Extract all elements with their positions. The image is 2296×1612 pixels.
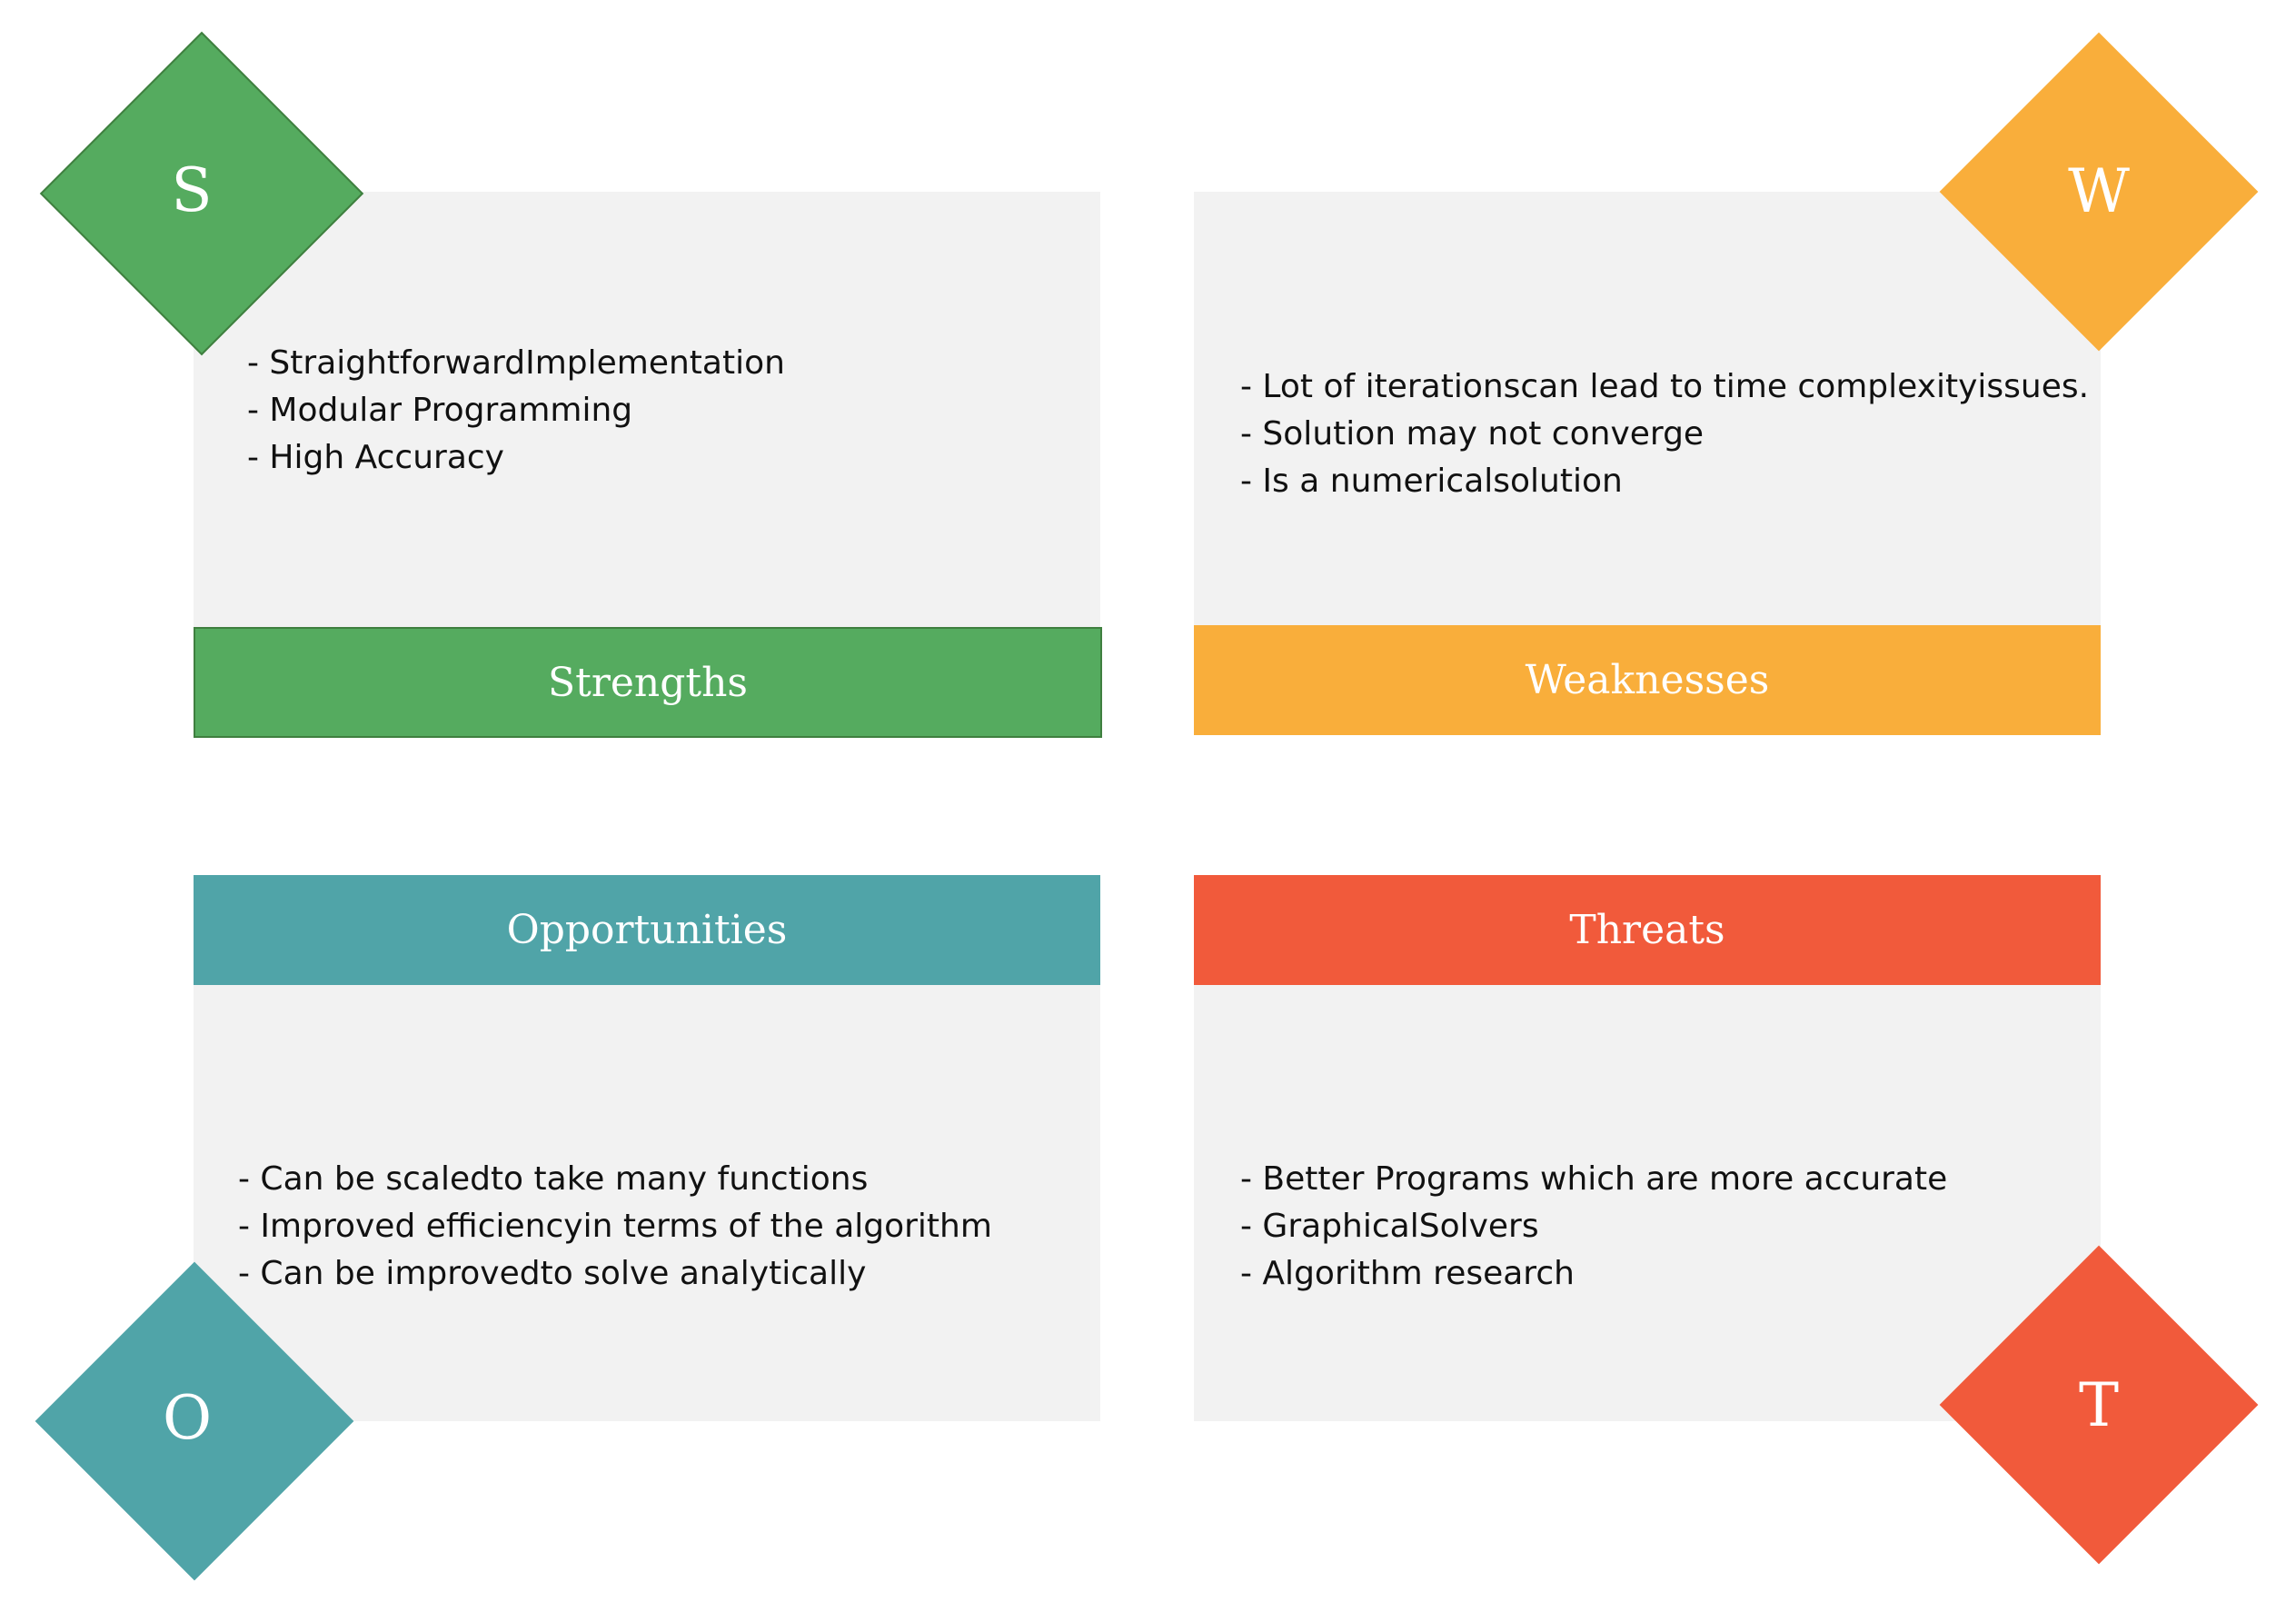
list-item: - Lot of iterationscan lead to time comp… xyxy=(1240,368,2090,405)
threats-card xyxy=(1194,985,2101,1421)
list-item: - Algorithm research xyxy=(1240,1255,1575,1292)
weaknesses-card xyxy=(1194,192,2101,628)
weaknesses-letter: W xyxy=(2068,155,2130,226)
threats-letter: T xyxy=(2078,1369,2120,1440)
list-item: - Improved efficiencyin terms of the alg… xyxy=(238,1208,992,1245)
opportunities-title-bar: Opportunities xyxy=(194,875,1100,985)
strengths-letter: S xyxy=(171,154,213,225)
list-item: - Modular Programming xyxy=(247,392,633,429)
opportunities-card xyxy=(194,985,1100,1421)
weaknesses-title: Weaknesses xyxy=(1525,657,1770,703)
strengths-card xyxy=(194,192,1100,628)
list-item: - Is a numericalsolution xyxy=(1240,463,1623,500)
opportunities-title: Opportunities xyxy=(506,907,788,953)
threats-title: Threats xyxy=(1569,907,1725,953)
list-item: - GraphicalSolvers xyxy=(1240,1208,1539,1245)
strengths-title-bar: Strengths xyxy=(194,627,1102,738)
threats-list: - Better Programs which are more accurat… xyxy=(1240,1156,1947,1298)
list-item: - High Accuracy xyxy=(247,439,504,476)
opportunities-letter: O xyxy=(162,1382,213,1453)
list-item: - Better Programs which are more accurat… xyxy=(1240,1160,1948,1198)
list-item: - Can be scaledto take many functions xyxy=(238,1160,869,1198)
list-item: - StraightforwardImplementation xyxy=(247,344,785,382)
list-item: - Solution may not converge xyxy=(1240,415,1705,453)
list-item: - Can be improvedto solve analytically xyxy=(238,1255,867,1292)
strengths-list: - StraightforwardImplementation - Modula… xyxy=(247,340,785,482)
weaknesses-title-bar: Weaknesses xyxy=(1194,625,2101,735)
opportunities-list: - Can be scaledto take many functions - … xyxy=(238,1156,992,1298)
strengths-title: Strengths xyxy=(548,659,748,706)
threats-title-bar: Threats xyxy=(1194,875,2101,985)
weaknesses-list: - Lot of iterationscan lead to time comp… xyxy=(1240,363,2089,505)
